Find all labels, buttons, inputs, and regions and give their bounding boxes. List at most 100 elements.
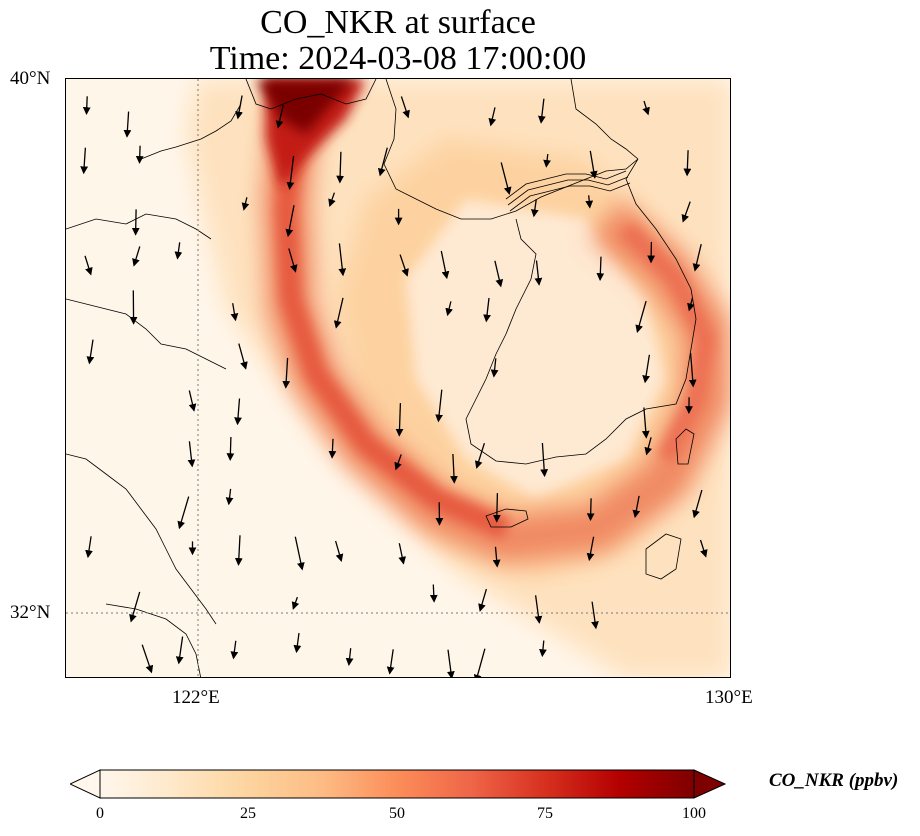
wind-arrow bbox=[492, 546, 501, 568]
wind-arrow bbox=[478, 588, 488, 612]
wind-arrow bbox=[285, 205, 295, 238]
wind-arrow bbox=[230, 303, 239, 322]
lat-label-40n: 40°N bbox=[10, 68, 51, 89]
wind-arrow bbox=[174, 242, 183, 260]
wind-arrow bbox=[291, 596, 300, 610]
wind-arrow bbox=[386, 649, 395, 675]
wind-arrow bbox=[123, 111, 132, 138]
lon-label-130e: 130°E bbox=[705, 687, 753, 708]
wind-arrow bbox=[543, 154, 551, 168]
gridlines bbox=[66, 79, 730, 677]
wind-arrow bbox=[188, 390, 197, 412]
wind-arrow bbox=[394, 454, 402, 471]
wind-arrow bbox=[328, 192, 336, 208]
lat-label-32n: 32°N bbox=[10, 602, 51, 623]
wind-arrow bbox=[681, 201, 691, 223]
wind-arrow bbox=[226, 436, 235, 461]
wind-arrow bbox=[445, 301, 453, 317]
wind-arrow bbox=[282, 357, 291, 389]
wind-arrow bbox=[286, 155, 295, 190]
wind-arrow bbox=[586, 498, 595, 522]
colorbar-tick-0: 0 bbox=[96, 805, 104, 822]
wind-arrow bbox=[530, 199, 539, 218]
wind-arrow bbox=[440, 250, 450, 280]
wind-arrow bbox=[429, 584, 438, 603]
wind-arrow bbox=[86, 339, 95, 365]
wind-arrow bbox=[483, 297, 491, 323]
wind-arrow bbox=[187, 441, 196, 468]
wind-arrow bbox=[82, 96, 91, 115]
wind-arrow bbox=[537, 98, 546, 124]
wind-arrow bbox=[446, 649, 455, 677]
wind-arrow bbox=[644, 437, 653, 456]
wind-arrow bbox=[288, 248, 298, 273]
wind-arrow bbox=[141, 644, 154, 674]
wind-arrow bbox=[131, 209, 140, 236]
wind-arrow bbox=[585, 195, 594, 209]
wind-arrow bbox=[692, 243, 702, 272]
wind-arrow bbox=[490, 358, 499, 378]
wind-arrow bbox=[129, 591, 141, 623]
wind-arrow bbox=[683, 150, 692, 177]
colorbar-title: CO_NKR (ppbv) bbox=[769, 770, 899, 791]
wind-arrow bbox=[85, 536, 93, 559]
wind-arrow bbox=[234, 535, 243, 566]
wind-arrow bbox=[241, 197, 250, 211]
wind-arrow bbox=[333, 297, 344, 329]
wind-arrow bbox=[589, 150, 598, 179]
map-title: CO_NKR at surface bbox=[260, 4, 536, 41]
wind-arrow bbox=[540, 442, 549, 478]
wind-arrow bbox=[334, 540, 344, 562]
wind-arrow bbox=[238, 343, 248, 370]
map-subtitle-time: Time: 2024-03-08 17:00:00 bbox=[209, 40, 587, 77]
wind-arrow bbox=[473, 648, 486, 677]
wind-arrow bbox=[534, 595, 543, 624]
colorbar-gradient bbox=[99, 769, 695, 799]
wind-arrow bbox=[399, 254, 409, 277]
wind-arrow bbox=[377, 147, 388, 177]
wind-arrow bbox=[699, 539, 708, 558]
wind-arrow bbox=[632, 495, 641, 519]
wind-arrow bbox=[235, 95, 243, 120]
wind-arrow bbox=[80, 147, 89, 175]
wind-arrow bbox=[642, 354, 651, 384]
wind-arrow bbox=[338, 243, 347, 277]
wind-arrow bbox=[488, 107, 497, 127]
wind-arrow bbox=[596, 256, 605, 281]
wind-arrow bbox=[687, 297, 695, 312]
wind-arrow bbox=[450, 453, 458, 484]
wind-arrow bbox=[225, 488, 234, 506]
colorbar-extend-min bbox=[70, 769, 101, 799]
wind-arrow bbox=[175, 636, 184, 665]
wind-arrow bbox=[586, 536, 595, 562]
colorbar-tick-25: 25 bbox=[240, 805, 256, 822]
wind-arrow bbox=[435, 389, 443, 423]
wind-arrow bbox=[328, 438, 337, 459]
wind-arrow bbox=[492, 493, 501, 523]
wind-arrow bbox=[534, 260, 543, 286]
colorbar-tick-100: 100 bbox=[682, 805, 706, 822]
wind-arrow bbox=[132, 246, 141, 267]
wind-arrow bbox=[395, 403, 404, 437]
map-canvas bbox=[66, 79, 730, 677]
wind-arrow bbox=[177, 496, 190, 530]
co-concentration-field bbox=[66, 79, 730, 677]
wind-arrow bbox=[642, 100, 650, 116]
colorbar-extend-max bbox=[693, 769, 726, 799]
wind-arrow bbox=[135, 145, 144, 164]
wind-arrow bbox=[591, 601, 599, 630]
wind-vectors bbox=[80, 95, 708, 677]
wind-arrow bbox=[230, 640, 239, 660]
wind-arrow bbox=[494, 260, 504, 288]
wind-arrow bbox=[688, 353, 697, 388]
wind-arrow bbox=[400, 96, 410, 119]
wind-arrow bbox=[293, 632, 302, 654]
wind-arrow bbox=[474, 443, 486, 469]
coastlines bbox=[66, 79, 697, 677]
wind-arrow bbox=[275, 105, 284, 129]
wind-arrow bbox=[84, 255, 93, 276]
wind-arrow bbox=[294, 536, 305, 571]
wind-arrow bbox=[500, 162, 512, 195]
wind-arrow bbox=[692, 489, 703, 519]
colorbar-tick-50: 50 bbox=[389, 805, 405, 822]
